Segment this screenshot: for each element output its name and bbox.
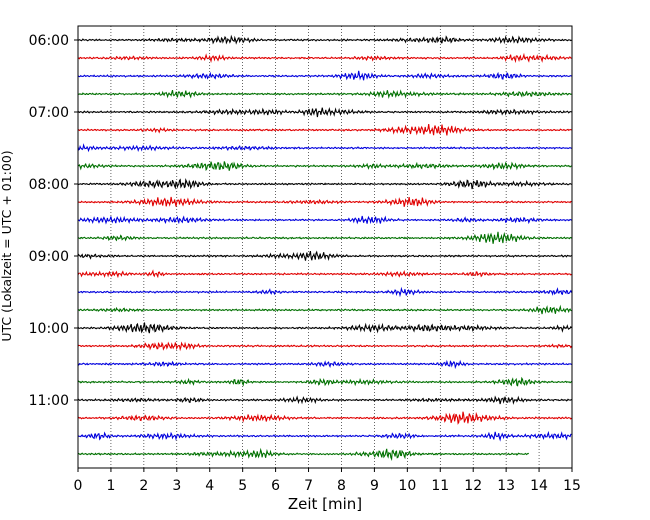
trace-line <box>77 70 572 81</box>
trace-line <box>77 178 572 190</box>
trace-line <box>77 89 572 99</box>
x-tick-label: 13 <box>497 478 515 494</box>
y-tick-label: 09:00 <box>29 249 69 265</box>
trace-line <box>77 34 572 45</box>
seismic-traces <box>77 34 573 461</box>
trace-line <box>77 124 572 136</box>
trace-line <box>77 411 572 425</box>
trace-line <box>77 376 572 387</box>
trace-line <box>77 359 572 370</box>
x-tick-label: 6 <box>271 478 280 494</box>
trace-line <box>77 250 572 262</box>
x-tick-label: 4 <box>205 478 214 494</box>
trace-line <box>77 341 572 352</box>
x-tick-label: 10 <box>398 478 416 494</box>
plot-frame <box>77 25 573 469</box>
x-tick-label: 0 <box>74 478 83 494</box>
trace-line <box>77 322 572 334</box>
trace-line <box>77 215 572 225</box>
x-tick-label: 9 <box>370 478 379 494</box>
trace-line <box>77 269 572 279</box>
trace-line <box>77 304 572 315</box>
trace-line <box>77 143 572 153</box>
x-tick-label: 7 <box>304 478 313 494</box>
x-tick-label: 1 <box>106 478 115 494</box>
trace-line <box>77 52 572 64</box>
x-tick-label: 11 <box>431 478 449 494</box>
x-tick-label: 2 <box>139 478 148 494</box>
x-tick-label: 12 <box>464 478 482 494</box>
grid-lines <box>77 26 573 468</box>
trace-line <box>77 430 572 442</box>
trace-line <box>77 286 573 298</box>
y-axis-ticks: 06:00 07:00 08:00 09:00 10:00 11:00 <box>29 33 78 409</box>
trace-line <box>77 395 572 405</box>
x-tick-label: 15 <box>563 478 581 494</box>
x-tick-label: 3 <box>172 478 181 494</box>
y-tick-label: 10:00 <box>29 321 69 337</box>
trace-line <box>77 161 572 172</box>
trace-line <box>77 107 572 118</box>
y-tick-label: 06:00 <box>29 33 69 49</box>
x-axis-label: Zeit [min] <box>288 495 362 513</box>
y-axis-label: UTC (Lokalzeit = UTC + 01:00) <box>0 150 14 341</box>
x-tick-label: 14 <box>530 478 548 494</box>
x-tick-label: 8 <box>337 478 346 494</box>
trace-line <box>77 196 572 207</box>
trace-line <box>77 231 572 244</box>
y-tick-label: 11:00 <box>29 393 69 409</box>
x-axis-ticks: 0 1 2 3 4 5 6 7 8 9 10 11 12 13 14 15 <box>74 468 581 494</box>
x-tick-label: 5 <box>238 478 247 494</box>
y-tick-label: 08:00 <box>29 177 69 193</box>
y-tick-label: 07:00 <box>29 105 69 121</box>
trace-line <box>77 447 530 461</box>
